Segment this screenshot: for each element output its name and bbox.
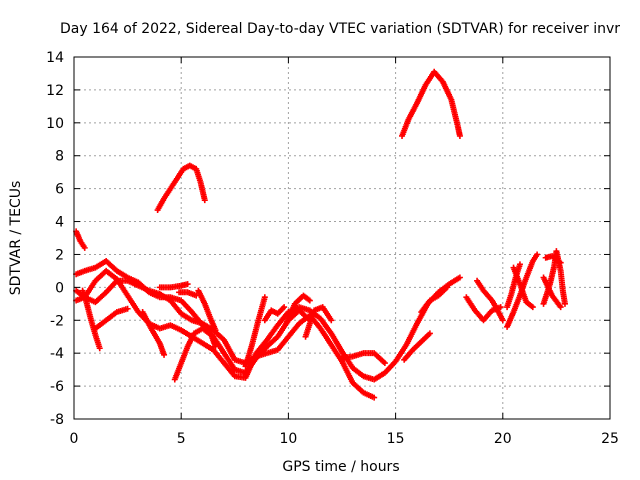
y-tick-label: 12 [46, 83, 64, 99]
y-tick-label: -6 [50, 379, 64, 395]
data-point [381, 360, 388, 367]
series-arc-19 [401, 330, 433, 363]
series-arc-9 [176, 289, 200, 299]
series-arc-25 [510, 264, 536, 311]
data-point [81, 244, 88, 251]
data-point [516, 261, 523, 268]
data-point [124, 305, 131, 312]
series-arc-22 [474, 277, 506, 324]
y-tick-label: 0 [55, 280, 64, 296]
x-tick-label: 10 [279, 431, 297, 447]
series-arc-17 [339, 350, 388, 367]
y-tick-label: 14 [46, 50, 64, 66]
x-tick-labels: 0 5 10 15 20 25 [70, 431, 619, 447]
series-arc-6 [92, 305, 131, 332]
x-tick-label: 25 [601, 431, 619, 447]
data-point [328, 317, 335, 324]
plot-frame [73, 56, 611, 420]
y-tick-label: 8 [55, 149, 64, 165]
data-point [426, 330, 433, 337]
data-point [261, 294, 268, 301]
series-arc-4 [73, 277, 378, 401]
series-arc-14 [261, 304, 288, 324]
y-tick-labels: -8 -6 -4 -2 0 2 4 6 8 10 12 14 [46, 50, 64, 428]
series-arc-28 [542, 253, 564, 266]
data-point [281, 304, 288, 311]
y-tick-label: 6 [55, 182, 64, 198]
data-point [561, 300, 568, 307]
series-arc-10 [171, 325, 219, 383]
series-arc-15 [283, 292, 313, 327]
tick-marks [73, 56, 611, 420]
x-tick-label: 5 [177, 431, 186, 447]
series-arc-11 [195, 287, 219, 334]
x-tick-label: 20 [494, 431, 512, 447]
data-point [306, 297, 313, 304]
data-point [557, 259, 564, 266]
series-arc-13 [242, 294, 268, 370]
data-point [557, 304, 564, 311]
data-points [73, 68, 568, 401]
data-point [161, 351, 168, 358]
data-point [456, 132, 463, 139]
series-arc-16 [302, 304, 335, 340]
data-point [534, 251, 541, 258]
series-arc-8 [156, 281, 191, 291]
data-point [201, 197, 208, 204]
x-tick-label: 0 [70, 431, 79, 447]
data-point [456, 274, 463, 281]
series-arc-12 [154, 162, 208, 214]
y-tick-label: -2 [50, 313, 64, 329]
data-point [529, 304, 536, 311]
y-tick-label: -8 [50, 412, 64, 428]
y-tick-label: 4 [55, 215, 64, 231]
data-point [184, 281, 191, 288]
series-arc-7 [139, 309, 168, 358]
y-tick-label: 10 [46, 116, 64, 132]
chart-title: Day 164 of 2022, Sidereal Day-to-day VTE… [60, 21, 620, 37]
series-arc-1 [73, 228, 88, 251]
x-tick-label: 15 [387, 431, 405, 447]
data-point [212, 343, 219, 350]
data-point [96, 345, 103, 352]
data-point [444, 284, 451, 291]
series-arc-20 [418, 284, 451, 316]
series-arc-27 [540, 274, 564, 311]
data-point [212, 327, 219, 334]
y-axis-label: SDTVAR / TECUs [8, 181, 24, 296]
x-axis-label: GPS time / hours [282, 459, 399, 475]
y-tick-label: -4 [50, 346, 64, 362]
data-point [371, 394, 378, 401]
y-tick-label: 2 [55, 247, 64, 263]
series-arc-18 [399, 68, 463, 139]
data-point [499, 317, 506, 324]
